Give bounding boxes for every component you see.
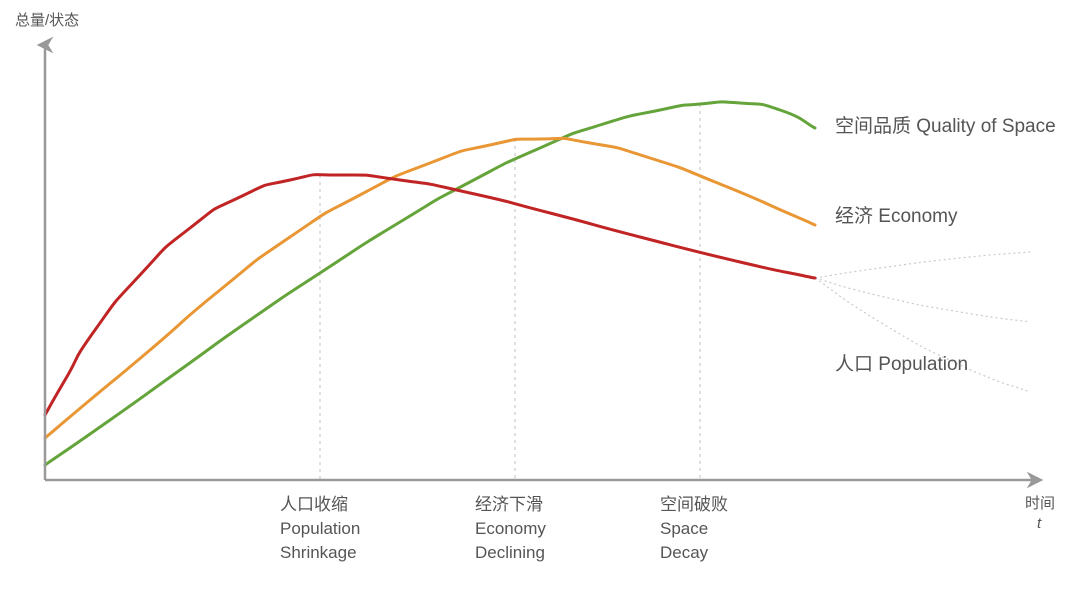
legend-label-population: 人口 Population xyxy=(835,353,968,375)
line-chart: 总量/状态时间 t 人口收缩 Population Shrinkage 经济下滑 Econo… xyxy=(0,0,1080,600)
x-marker-label-en1-econ_decline: Economy xyxy=(475,519,546,538)
x-marker-label-cn-space_decay: 空间破败 xyxy=(660,495,728,514)
x-marker-label-en2-pop_shrink: Shrinkage xyxy=(280,543,357,562)
x-marker-label-en1-pop_shrink: Population xyxy=(280,519,360,538)
y-axis-title: 总量/状态 xyxy=(15,12,79,29)
x-axis-title-en: t xyxy=(1037,515,1042,532)
axes xyxy=(45,45,1035,480)
x-marker-label-cn-pop_shrink: 人口收缩 xyxy=(280,495,348,514)
series-group xyxy=(45,102,815,465)
x-marker-label-en2-econ_decline: Declining xyxy=(475,543,545,562)
x-marker-label-cn-econ_decline: 经济下滑 xyxy=(475,495,543,514)
x-marker-label-en1-space_decay: Space xyxy=(660,519,708,538)
population-projection-1 xyxy=(815,278,1030,322)
chart-container: 总量/状态时间 t 人口收缩 Population Shrinkage 经济下滑 Econo… xyxy=(0,0,1080,600)
series-space_quality xyxy=(45,102,815,465)
x-marker-label-en2-space_decay: Decay xyxy=(660,543,709,562)
x-axis-title-cn: 时间 xyxy=(1025,495,1055,512)
population-projection-0 xyxy=(815,252,1030,278)
legend-label-economy: 经济 Economy xyxy=(835,205,958,227)
legend-label-space_quality: 空间品质 Quality of Space xyxy=(835,115,1056,137)
